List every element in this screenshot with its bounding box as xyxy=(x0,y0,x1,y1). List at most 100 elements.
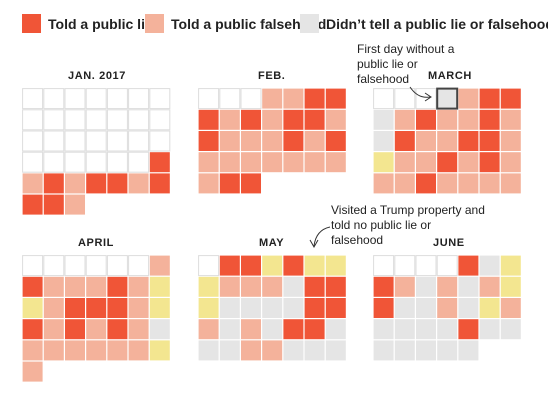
day-cell-jan-2-1 xyxy=(43,130,65,152)
day-cell-april-0-3 xyxy=(85,255,107,277)
day-cell-feb-1-3 xyxy=(262,109,283,130)
day-cell-may-2-3 xyxy=(262,298,283,318)
day-cell-june-2-6 xyxy=(500,298,521,318)
day-cell-june-2-1 xyxy=(394,298,415,318)
day-cell-march-1-6 xyxy=(500,109,521,130)
day-cell-jan-3-5 xyxy=(128,151,150,173)
day-cell-may-2-6 xyxy=(325,298,346,318)
day-cell-jan-0-4 xyxy=(106,88,128,110)
day-cell-april-0-6 xyxy=(149,255,170,276)
day-cell-april-1-4 xyxy=(107,276,128,297)
day-cell-feb-4-2 xyxy=(241,173,261,194)
day-cell-april-0-4 xyxy=(106,255,128,277)
day-cell-april-3-3 xyxy=(86,319,107,340)
day-cell-april-1-3 xyxy=(86,276,107,297)
day-cell-april-4-2 xyxy=(65,340,85,361)
day-cell-march-0-1 xyxy=(394,88,416,110)
annotation-first-day: First day without a public lie or falseh… xyxy=(357,42,455,86)
day-cell-march-1-5 xyxy=(479,109,500,130)
day-cell-may-2-5 xyxy=(304,298,325,318)
day-cell-march-2-3 xyxy=(437,131,458,151)
day-cell-april-2-0 xyxy=(22,298,43,318)
day-cell-march-2-2 xyxy=(416,131,436,151)
day-cell-feb-1-1 xyxy=(219,109,240,130)
day-cell-april-2-3 xyxy=(86,298,107,318)
day-cell-jan-4-2 xyxy=(65,173,85,194)
day-cell-may-0-1 xyxy=(219,255,240,276)
day-cell-feb-4-1 xyxy=(219,173,240,194)
day-cell-feb-0-1 xyxy=(219,88,241,110)
day-cell-march-0-6 xyxy=(500,88,521,109)
day-cell-jan-1-2 xyxy=(64,109,86,131)
day-cell-may-0-6 xyxy=(325,255,346,276)
legend-label-none: Didn’t tell a public lie or falsehood xyxy=(326,15,548,32)
day-cell-march-0-4 xyxy=(458,88,479,109)
day-cell-may-0-4 xyxy=(283,255,304,276)
day-cell-june-0-1 xyxy=(394,255,416,277)
day-cell-march-4-6 xyxy=(500,173,521,194)
legend-item-falsehood: Told a public falsehood xyxy=(145,14,326,33)
day-cell-june-1-4 xyxy=(458,276,479,297)
day-cell-may-3-0 xyxy=(198,319,219,340)
day-cell-feb-1-5 xyxy=(304,109,325,130)
day-cell-jan-1-4 xyxy=(106,109,128,131)
day-cell-jan-2-0 xyxy=(22,130,44,152)
day-cell-jan-1-5 xyxy=(128,109,150,131)
annotation-trump-property: Visited a Trump property and told no pub… xyxy=(331,203,485,247)
day-cell-june-4-1 xyxy=(394,340,415,361)
day-cell-jan-0-1 xyxy=(43,88,65,110)
day-cell-april-3-6 xyxy=(149,319,170,340)
annotation-arrowhead-may xyxy=(309,239,319,249)
day-cell-may-4-3 xyxy=(262,340,283,361)
day-cell-march-4-3 xyxy=(437,173,458,194)
day-cell-march-4-5 xyxy=(479,173,500,194)
day-cell-april-2-5 xyxy=(128,298,149,318)
day-cell-jan-3-3 xyxy=(85,151,107,173)
day-cell-may-3-3 xyxy=(262,319,283,340)
day-cell-may-4-6 xyxy=(325,340,346,361)
day-cell-feb-0-4 xyxy=(283,88,304,109)
day-cell-june-3-1 xyxy=(394,319,415,340)
day-cell-march-3-4 xyxy=(458,152,479,173)
day-cell-march-0-3 xyxy=(436,87,459,110)
legend-swatch-lie xyxy=(22,14,41,33)
day-cell-march-1-4 xyxy=(458,109,479,130)
day-cell-june-3-3 xyxy=(437,319,458,340)
day-cell-may-1-0 xyxy=(198,276,219,297)
day-cell-jan-4-5 xyxy=(128,173,149,194)
day-cell-june-1-3 xyxy=(437,276,458,297)
day-cell-march-1-0 xyxy=(373,109,394,130)
day-cell-jan-1-6 xyxy=(149,109,171,131)
day-cell-may-0-3 xyxy=(262,255,283,276)
day-cell-april-4-3 xyxy=(86,340,107,361)
day-cell-feb-0-0 xyxy=(198,88,220,110)
day-cell-march-4-0 xyxy=(373,173,394,194)
day-cell-march-2-4 xyxy=(458,131,479,151)
day-cell-may-1-4 xyxy=(283,276,304,297)
month-label-jan: JAN. 2017 xyxy=(68,70,126,82)
month-label-may: MAY xyxy=(259,237,285,249)
day-cell-jan-2-4 xyxy=(106,130,128,152)
day-cell-feb-2-1 xyxy=(219,131,240,151)
day-cell-june-3-6 xyxy=(500,319,521,340)
day-cell-march-0-5 xyxy=(479,88,500,109)
day-cell-feb-4-0 xyxy=(198,173,219,194)
legend-swatch-none xyxy=(300,14,319,33)
day-cell-may-1-2 xyxy=(241,276,261,297)
day-cell-april-3-1 xyxy=(43,319,64,340)
day-cell-april-3-5 xyxy=(128,319,149,340)
day-cell-june-4-2 xyxy=(416,340,436,361)
day-cell-june-2-4 xyxy=(458,298,479,318)
day-cell-may-3-6 xyxy=(325,319,346,340)
day-cell-march-1-3 xyxy=(437,109,458,130)
day-cell-may-4-5 xyxy=(304,340,325,361)
day-cell-march-3-5 xyxy=(479,152,500,173)
day-cell-jan-3-6 xyxy=(149,152,170,173)
calendar-cells xyxy=(22,87,521,382)
day-cell-feb-1-0 xyxy=(198,109,219,130)
day-cell-march-3-2 xyxy=(416,152,436,173)
day-cell-march-4-1 xyxy=(394,173,415,194)
day-cell-jan-4-6 xyxy=(149,173,170,194)
day-cell-feb-3-4 xyxy=(283,152,304,173)
day-cell-feb-0-2 xyxy=(240,88,262,110)
